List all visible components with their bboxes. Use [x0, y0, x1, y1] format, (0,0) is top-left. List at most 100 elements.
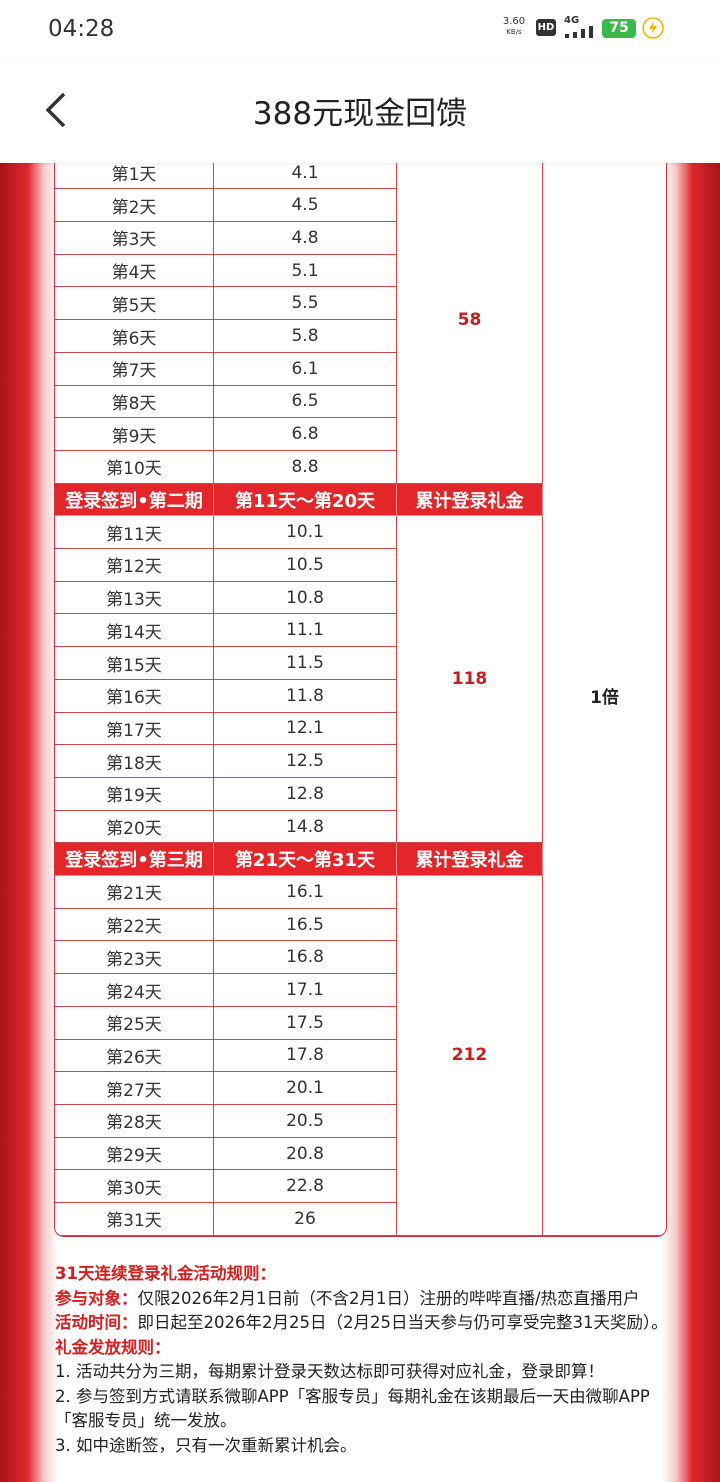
day-cell: 第19天: [55, 777, 214, 811]
total-cell: 212: [397, 876, 543, 1236]
rule-list-item: 3. 如中途断签，只有一次重新累计机会。: [55, 1435, 357, 1455]
status-bar: 04:28 3.60 KB/s HD 4G 75: [0, 0, 720, 60]
net-speed: 3.60 KB/s: [500, 17, 528, 37]
rule-label: 参与对象：: [55, 1288, 138, 1308]
amount-cell: 22.8: [214, 1170, 397, 1204]
rule-text: 即日起至2026年2月25日（2月25日当天参与仍可享受完整31天奖励）。: [137, 1313, 668, 1332]
section-title: 礼金发放规则：: [55, 1337, 171, 1357]
total-cell: 118: [397, 516, 543, 844]
amount-cell: 17.8: [214, 1039, 397, 1073]
amount-cell: 10.5: [214, 549, 397, 582]
amount-cell: 20.5: [214, 1104, 397, 1138]
header: 388元现金回馈: [0, 60, 720, 163]
day-cell: 第26天: [55, 1039, 214, 1073]
day-cell: 第5天: [55, 287, 214, 321]
amount-cell: 6.8: [214, 418, 397, 451]
page-title: 388元现金回馈: [252, 96, 468, 132]
amount-cell: 26: [214, 1203, 397, 1236]
signal-bars: [565, 26, 593, 38]
day-cell: 第2天: [55, 189, 214, 223]
day-cell: 第25天: [55, 1006, 214, 1040]
section-header-cell: 第21天～第31天: [214, 843, 397, 877]
rules-title: 31天连续登录礼金活动规则：: [55, 1264, 276, 1283]
amount-cell: 16.1: [214, 876, 397, 909]
rule-list-item: 1. 活动共分为三期，每期累计登录天数达标即可获得对应礼金，登录即算！: [55, 1362, 604, 1381]
day-cell: 第31天: [55, 1203, 214, 1236]
day-cell: 第11天: [55, 516, 214, 550]
day-cell: 第12天: [55, 549, 214, 582]
battery: 75: [602, 19, 636, 38]
signal-type: 4G: [564, 15, 580, 26]
rule-item: 活动时间：即日起至2026年2月25日（2月25日当天参与仍可享受完整31天奖励…: [55, 1311, 675, 1336]
rule-list: 1. 活动共分为三期，每期累计登录天数达标即可获得对应礼金，登录即算！ 2. 参与…: [55, 1360, 675, 1458]
day-cell: 第1天: [55, 156, 214, 190]
day-cell: 第3天: [55, 222, 214, 255]
section-header-cell: 累计登录礼金: [397, 843, 543, 877]
rule-text: 仅限2026年2月1日前（不含2月1日）注册的哔哔直播/热恋直播用户: [137, 1288, 640, 1308]
amount-cell: 17.1: [214, 974, 397, 1007]
rule-list-item: 2. 参与签到方式请联系微聊APP「客服专员」每期礼金在该期最后一天由微聊APP…: [55, 1386, 650, 1431]
section-header-cell: 登录签到•第三期: [55, 843, 214, 877]
day-cell: 第9天: [55, 418, 214, 451]
net-speed-value: 3.60: [502, 16, 526, 27]
hd-icon: HD: [536, 19, 556, 36]
rule-item: 参与对象：仅限2026年2月1日前（不含2月1日）注册的哔哔直播/热恋直播用户: [55, 1287, 675, 1312]
day-cell: 第15天: [55, 647, 214, 680]
amount-cell: 11.5: [214, 647, 397, 680]
back-button[interactable]: [40, 90, 70, 130]
section-header-cell: 第11天～第20天: [214, 483, 397, 517]
day-cell: 第18天: [55, 745, 214, 778]
multiplier-cell: 1倍: [543, 157, 666, 1236]
day-cell: 第14天: [55, 614, 214, 648]
amount-cell: 12.8: [214, 777, 397, 811]
amount-cell: 8.8: [214, 450, 397, 484]
day-cell: 第4天: [55, 254, 214, 288]
amount-cell: 16.5: [214, 908, 397, 942]
day-cell: 第23天: [55, 941, 214, 975]
day-cell: 第24天: [55, 974, 214, 1007]
time: 04:28: [48, 16, 115, 42]
day-cell: 第27天: [55, 1072, 214, 1105]
day-cell: 第22天: [55, 908, 214, 942]
amount-cell: 5.8: [214, 320, 397, 353]
day-cell: 第13天: [55, 581, 214, 615]
amount-cell: 4.8: [214, 222, 397, 255]
amount-cell: 14.8: [214, 810, 397, 844]
amount-cell: 6.1: [214, 352, 397, 386]
day-cell: 第28天: [55, 1104, 214, 1138]
amount-cell: 5.1: [214, 254, 397, 288]
section-header-cell: 累计登录礼金: [397, 483, 543, 517]
amount-cell: 4.5: [214, 189, 397, 223]
amount-cell: 16.8: [214, 941, 397, 975]
amount-cell: 12.5: [214, 745, 397, 778]
day-cell: 第29天: [55, 1137, 214, 1171]
amount-cell: 11.8: [214, 679, 397, 713]
day-cell: 第30天: [55, 1170, 214, 1204]
day-cell: 第16天: [55, 679, 214, 713]
amount-cell: 5.5: [214, 287, 397, 321]
day-cell: 第20天: [55, 810, 214, 844]
day-cell: 第10天: [55, 450, 214, 484]
day-cell: 第7天: [55, 352, 214, 386]
day-cell: 第21天: [55, 876, 214, 909]
amount-cell: 20.1: [214, 1072, 397, 1105]
amount-cell: 12.1: [214, 712, 397, 746]
charging-icon: [642, 17, 664, 39]
reward-table: 第1天 4.1 第2天 4.5 第3天 4.8 第4天 5.1 第5天 5.5 第6天 5.8 第7天 6…: [54, 156, 667, 1237]
net-speed-unit: KB/s: [506, 28, 522, 36]
amount-cell: 17.5: [214, 1006, 397, 1040]
amount-cell: 10.8: [214, 581, 397, 615]
rule-label: 活动时间：: [55, 1313, 138, 1332]
day-cell: 第17天: [55, 712, 214, 746]
day-cell: 第8天: [55, 385, 214, 419]
section-header-cell: 登录签到•第二期: [55, 483, 214, 517]
amount-cell: 20.8: [214, 1137, 397, 1171]
total-cell: 58: [397, 156, 543, 484]
rules: 31天连续登录礼金活动规则： 参与对象：仅限2026年2月1日前（不含2月1日）…: [55, 1262, 675, 1458]
amount-cell: 11.1: [214, 614, 397, 648]
amount-cell: 6.5: [214, 385, 397, 419]
day-cell: 第6天: [55, 320, 214, 353]
amount-cell: 4.1: [214, 156, 397, 190]
amount-cell: 10.1: [214, 516, 397, 550]
